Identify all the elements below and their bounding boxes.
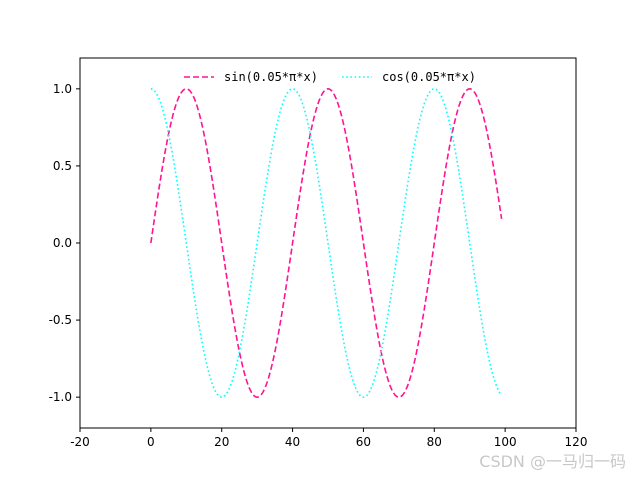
legend-label-cos: cos(0.05*π*x)	[382, 70, 476, 84]
legend: sin(0.05*π*x) cos(0.05*π*x)	[184, 70, 476, 84]
series-line-sin	[150, 88, 503, 398]
y-tick-label: 1.0	[53, 82, 72, 96]
y-tick-label: -0.5	[49, 313, 72, 327]
x-axis: -20 0 20 40 60 80 100 120	[70, 428, 587, 449]
x-tick-label: 80	[427, 435, 442, 449]
legend-label-sin: sin(0.05*π*x)	[224, 70, 318, 84]
y-tick-label: 0.0	[53, 236, 72, 250]
x-tick-label: 60	[356, 435, 371, 449]
y-tick-label: -1.0	[49, 390, 72, 404]
y-axis: -1.0 -0.5 0.0 0.5 1.0	[49, 82, 80, 404]
x-tick-label: 20	[214, 435, 229, 449]
x-tick-label: 100	[494, 435, 517, 449]
x-tick-label: 120	[565, 435, 588, 449]
x-tick-label: 40	[285, 435, 300, 449]
series-line-cos	[150, 88, 503, 398]
watermark: CSDN @一马归一码	[479, 452, 626, 471]
x-tick-label: -20	[70, 435, 90, 449]
y-tick-label: 0.5	[53, 159, 72, 173]
plot-lines	[150, 88, 503, 398]
x-tick-label: 0	[147, 435, 155, 449]
